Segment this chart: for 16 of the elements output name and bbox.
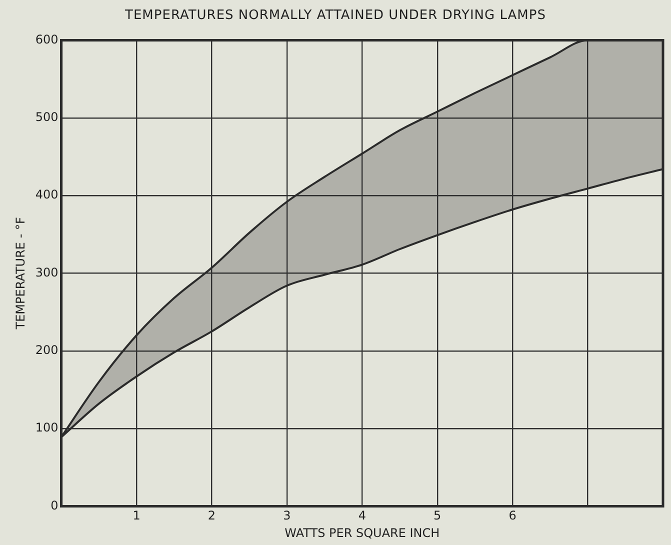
y-tick-label: 600	[35, 32, 58, 46]
y-tick-label: 300	[35, 265, 58, 280]
y-tick-label: 0	[50, 498, 58, 512]
y-tick-label: 200	[35, 342, 58, 357]
x-tick-label: 5	[434, 508, 442, 523]
x-tick-label: 1	[132, 508, 140, 523]
x-tick-label: 6	[508, 508, 516, 523]
y-axis-title: TEMPERATURE - °F	[13, 217, 28, 330]
y-tick-label: 500	[35, 110, 58, 124]
x-tick-label: 2	[208, 508, 216, 523]
y-tick-label: 400	[35, 188, 58, 202]
chart-title: TEMPERATURES NORMALLY ATTAINED UNDER DRYING LAMPS	[124, 8, 547, 23]
x-axis-title: WATTS PER SQUARE INCH	[284, 526, 440, 540]
y-tick-label: 100	[35, 420, 58, 435]
x-tick-label: 4	[358, 508, 366, 523]
x-tick-label: 3	[283, 508, 291, 523]
